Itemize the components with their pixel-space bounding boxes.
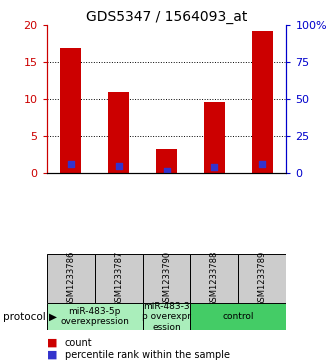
Title: GDS5347 / 1564093_at: GDS5347 / 1564093_at xyxy=(86,11,247,24)
Point xyxy=(212,164,217,170)
Text: miR-483-5p
overexpression: miR-483-5p overexpression xyxy=(60,307,129,326)
Text: ■: ■ xyxy=(47,338,57,348)
FancyBboxPatch shape xyxy=(95,254,143,303)
FancyBboxPatch shape xyxy=(238,254,286,303)
Text: GSM1233790: GSM1233790 xyxy=(162,250,171,307)
Point xyxy=(260,161,265,167)
Text: GSM1233789: GSM1233789 xyxy=(258,250,267,307)
Text: protocol ▶: protocol ▶ xyxy=(3,311,57,322)
FancyBboxPatch shape xyxy=(143,303,190,330)
Text: GSM1233787: GSM1233787 xyxy=(114,250,123,307)
Point xyxy=(164,168,169,174)
Bar xyxy=(108,92,129,173)
FancyBboxPatch shape xyxy=(47,254,95,303)
Bar xyxy=(204,102,225,173)
FancyBboxPatch shape xyxy=(190,254,238,303)
Bar xyxy=(252,31,273,173)
Text: GSM1233786: GSM1233786 xyxy=(66,250,75,307)
Text: GSM1233788: GSM1233788 xyxy=(210,250,219,307)
FancyBboxPatch shape xyxy=(143,254,190,303)
FancyBboxPatch shape xyxy=(47,303,143,330)
Point xyxy=(68,161,73,167)
Text: percentile rank within the sample: percentile rank within the sample xyxy=(65,350,230,360)
Text: count: count xyxy=(65,338,93,348)
Bar xyxy=(60,48,81,173)
Point xyxy=(116,164,121,170)
Text: control: control xyxy=(223,312,254,321)
Text: miR-483-3
p overexpr
ession: miR-483-3 p overexpr ession xyxy=(142,302,191,332)
Text: ■: ■ xyxy=(47,350,57,360)
FancyBboxPatch shape xyxy=(190,303,286,330)
Bar xyxy=(156,148,177,173)
